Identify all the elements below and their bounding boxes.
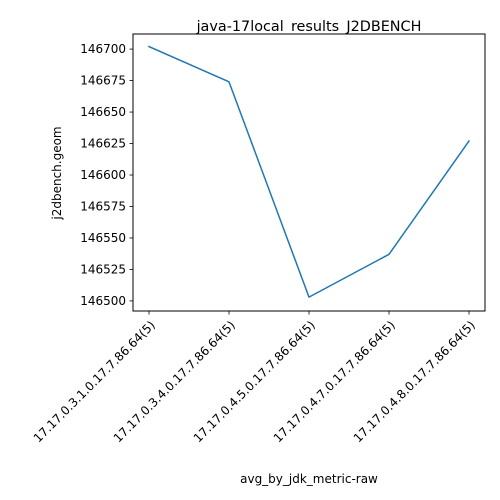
x-axis-label: avg_by_jdk_metric-raw [240,472,378,486]
y-tick-label: 146500 [80,294,126,308]
plot-area [132,33,486,312]
y-tick-label: 146700 [80,42,126,56]
y-tick-label: 146525 [80,262,126,276]
y-axis-label: j2dbench.geom [50,126,64,220]
x-axis: 17.17.0.3.1.0.17.7.86.64(5)17.17.0.3.4.0… [31,311,478,445]
y-tick-label: 146600 [80,168,126,182]
y-axis: 146500 146525 146550 146575 146600 146625 1466… [80,42,133,308]
series-layer [148,45,471,298]
y-tick-label: 146575 [80,199,126,213]
series-line-0 [148,45,471,298]
y-tick-label: 146550 [80,231,126,245]
plot-frame [132,33,486,312]
y-tick-label: 146625 [80,137,126,151]
chart-title: java-17local_results_J2DBENCH [196,19,422,35]
y-tick-label: 146650 [80,105,126,119]
y-tick-label: 146675 [80,74,126,88]
